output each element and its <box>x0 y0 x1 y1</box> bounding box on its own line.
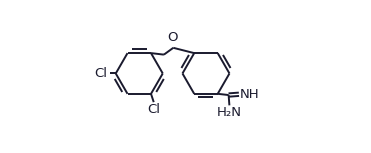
Text: O: O <box>167 31 178 44</box>
Text: NH: NH <box>240 88 259 101</box>
Text: H₂N: H₂N <box>217 106 242 119</box>
Text: Cl: Cl <box>147 103 160 116</box>
Text: Cl: Cl <box>94 67 107 80</box>
